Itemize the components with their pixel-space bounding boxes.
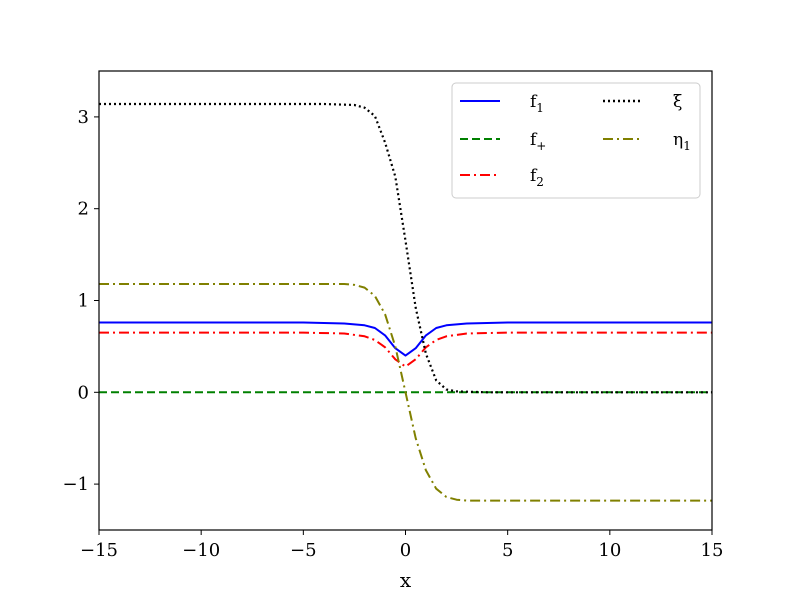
- x-tick-label: −15: [80, 540, 118, 561]
- x-tick-label: 5: [502, 540, 513, 561]
- x-axis-title: x: [400, 568, 412, 592]
- series-line-eta1: [99, 283, 712, 502]
- legend-label-xi: ξ: [673, 92, 682, 112]
- legend: f1 f+ f2 ξ η1: [451, 82, 701, 199]
- legend-label-f1: f1: [530, 92, 544, 115]
- x-tick-label: −5: [290, 540, 317, 561]
- y-tick-label: 2: [78, 199, 89, 220]
- legend-label-f2: f2: [530, 166, 544, 189]
- series-line-f2: [99, 331, 712, 368]
- y-tick-label: 3: [78, 107, 89, 128]
- x-tick-label: 10: [598, 540, 621, 561]
- y-tick-label: 0: [78, 382, 89, 403]
- legend-label-eta1: η1: [673, 130, 691, 153]
- y-tick-label: 1: [78, 291, 89, 312]
- x-tick-label: 15: [701, 540, 724, 561]
- series-line-f1: [99, 321, 712, 357]
- legend-label-f+: f+: [530, 130, 546, 153]
- series-layer: [99, 102, 712, 502]
- x-tick-label: 0: [400, 540, 411, 561]
- x-tick-label: −10: [182, 540, 220, 561]
- y-tick-label: −1: [62, 474, 89, 495]
- legend-box: [451, 82, 701, 199]
